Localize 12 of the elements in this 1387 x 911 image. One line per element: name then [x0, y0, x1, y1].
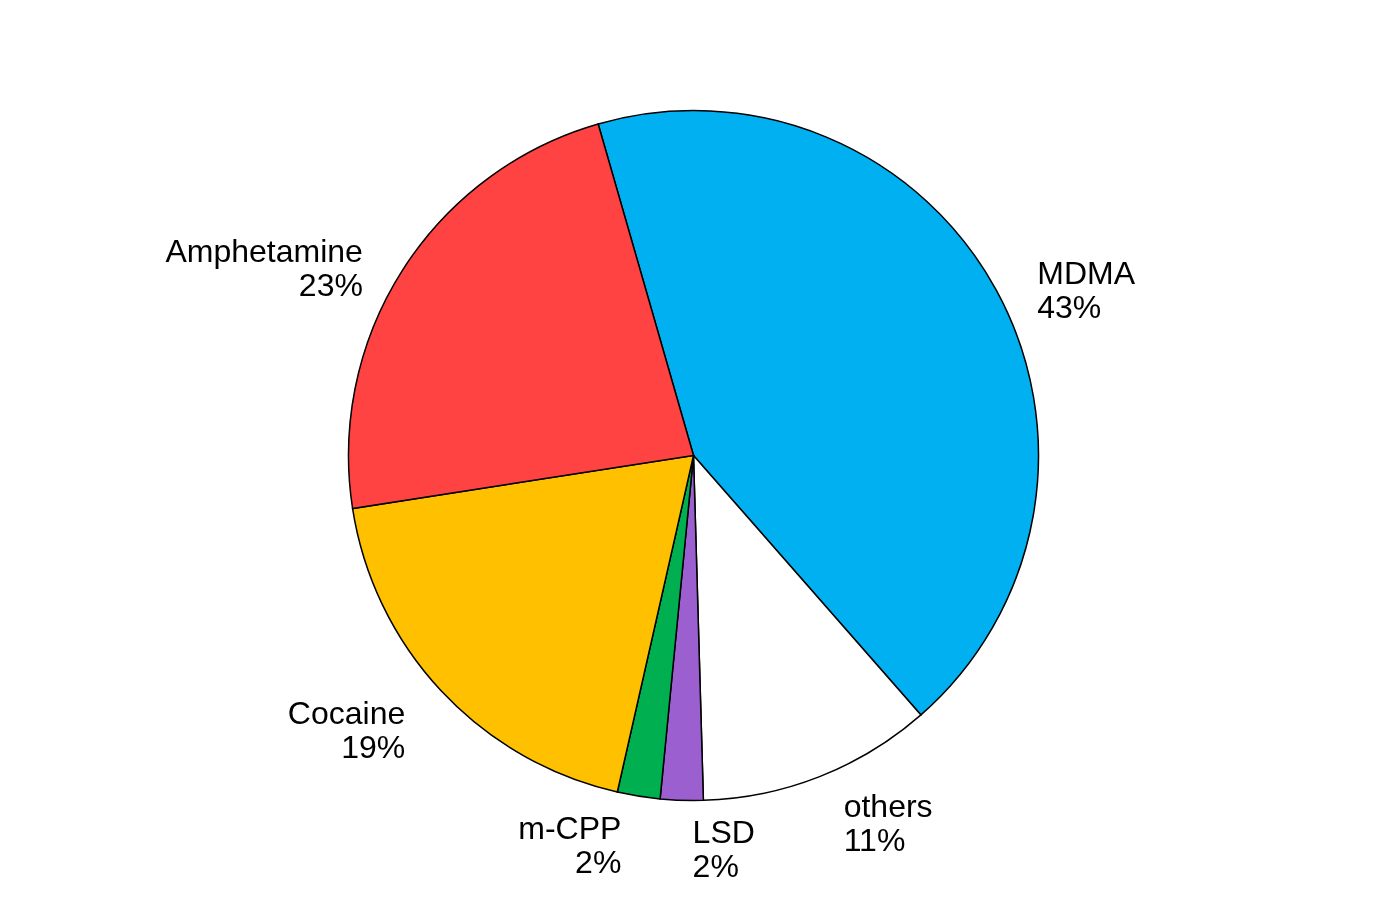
slice-label: others — [843, 788, 933, 825]
slice-label: Amphetamine — [165, 233, 363, 270]
data-label: 23% — [298, 267, 363, 304]
data-label: 2% — [692, 848, 739, 885]
slice-label: Cocaine — [287, 694, 406, 731]
slice-label: m-CPP — [518, 809, 622, 846]
data-label: 43% — [1037, 289, 1102, 326]
data-label: 2% — [575, 843, 622, 880]
slice-label: LSD — [692, 814, 755, 851]
data-label: 19% — [341, 728, 406, 765]
data-label: 11% — [843, 822, 906, 859]
slice-label: MDMA — [1037, 255, 1136, 292]
